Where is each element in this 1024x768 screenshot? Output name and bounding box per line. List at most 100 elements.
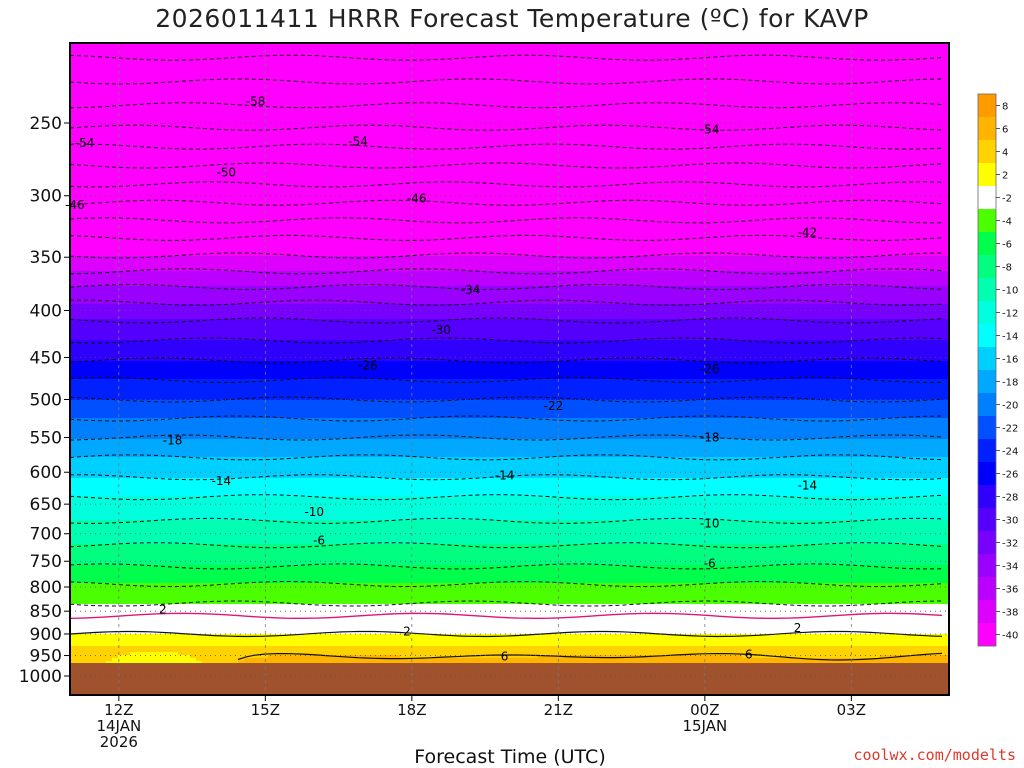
temperature-cell — [178, 223, 185, 227]
temperature-cell — [160, 103, 167, 107]
temperature-cell — [142, 598, 149, 602]
temperature-cell — [202, 301, 209, 305]
temperature-cell — [106, 511, 113, 515]
temperature-cell — [190, 253, 197, 257]
temperature-cell — [190, 313, 197, 317]
temperature-cell — [190, 223, 197, 227]
temperature-cell — [142, 106, 149, 110]
temperature-cell — [160, 100, 167, 104]
temperature-cell — [166, 337, 173, 341]
temperature-cell — [160, 490, 167, 494]
temperature-cell — [178, 604, 185, 608]
temperature-cell — [94, 628, 101, 632]
temperature-cell — [76, 544, 83, 548]
temperature-cell — [184, 526, 191, 530]
temperature-cell — [136, 367, 143, 371]
temperature-cell — [136, 154, 143, 158]
temperature-cell — [88, 418, 95, 422]
temperature-cell — [160, 316, 167, 320]
temperature-cell — [160, 526, 167, 530]
temperature-cell — [94, 400, 101, 404]
temperature-cell — [166, 511, 173, 515]
temperature-cell — [100, 160, 107, 164]
temperature-cell — [178, 76, 185, 80]
temperature-cell — [202, 547, 209, 551]
temperature-cell — [100, 346, 107, 350]
temperature-cell — [166, 424, 173, 428]
temperature-cell — [76, 340, 83, 344]
temperature-cell — [166, 163, 173, 167]
temperature-cell — [70, 388, 77, 392]
temperature-cell — [154, 169, 161, 173]
temperature-cell — [130, 553, 137, 557]
temperature-cell — [88, 157, 95, 161]
temperature-cell — [82, 316, 89, 320]
temperature-cell — [202, 418, 209, 422]
temperature-cell — [184, 535, 191, 539]
temperature-cell — [100, 643, 107, 647]
temperature-cell — [76, 586, 83, 590]
temperature-cell — [196, 439, 203, 443]
temperature-cell — [190, 649, 197, 653]
temperature-cell — [184, 244, 191, 248]
temperature-cell — [184, 568, 191, 572]
temperature-cell — [118, 379, 125, 383]
temperature-cell — [100, 472, 107, 476]
temperature-cell — [106, 112, 113, 116]
temperature-cell — [208, 118, 215, 122]
temperature-cell — [106, 286, 113, 290]
temperature-cell — [190, 652, 197, 656]
temperature-cell — [76, 94, 83, 98]
temperature-cell — [172, 286, 179, 290]
temperature-cell — [82, 283, 89, 287]
temperature-cell — [106, 61, 113, 65]
temperature-cell — [166, 436, 173, 440]
temperature-cell — [184, 208, 191, 212]
temperature-cell — [106, 604, 113, 608]
temperature-cell — [190, 658, 197, 662]
temperature-cell — [118, 115, 125, 119]
temperature-cell — [100, 157, 107, 161]
temperature-cell — [160, 313, 167, 317]
temperature-cell — [172, 562, 179, 566]
temperature-cell — [112, 442, 119, 446]
temperature-cell — [166, 523, 173, 527]
temperature-cell — [106, 427, 113, 431]
temperature-cell — [178, 190, 185, 194]
temperature-cell — [184, 61, 191, 65]
temperature-cell — [154, 379, 161, 383]
temperature-cell — [82, 61, 89, 65]
temperature-cell — [82, 49, 89, 53]
temperature-cell — [160, 415, 167, 419]
temperature-cell — [208, 649, 215, 653]
temperature-cell — [142, 445, 149, 449]
temperature-cell — [130, 448, 137, 452]
temperature-cell — [124, 295, 131, 299]
temperature-cell — [196, 307, 203, 311]
temperature-cell — [172, 499, 179, 503]
temperature-cell — [166, 397, 173, 401]
temperature-cell — [178, 619, 185, 623]
temperature-cell — [100, 181, 107, 185]
temperature-cell — [160, 652, 167, 656]
temperature-cell — [142, 520, 149, 524]
temperature-cell — [82, 67, 89, 71]
temperature-cell — [178, 436, 185, 440]
temperature-cell — [172, 355, 179, 359]
temperature-cell — [106, 643, 113, 647]
temperature-cell — [160, 472, 167, 476]
temperature-cell — [82, 541, 89, 545]
temperature-cell — [100, 211, 107, 215]
temperature-cell — [196, 526, 203, 530]
temperature-cell — [166, 112, 173, 116]
temperature-cell — [148, 97, 155, 101]
temperature-cell — [160, 262, 167, 266]
temperature-cell — [184, 658, 191, 662]
temperature-cell — [190, 508, 197, 512]
temperature-cell — [76, 595, 83, 599]
temperature-cell — [70, 265, 77, 269]
temperature-cell — [130, 412, 137, 416]
temperature-cell — [76, 208, 83, 212]
temperature-cell — [136, 289, 143, 293]
temperature-cell — [214, 58, 221, 62]
